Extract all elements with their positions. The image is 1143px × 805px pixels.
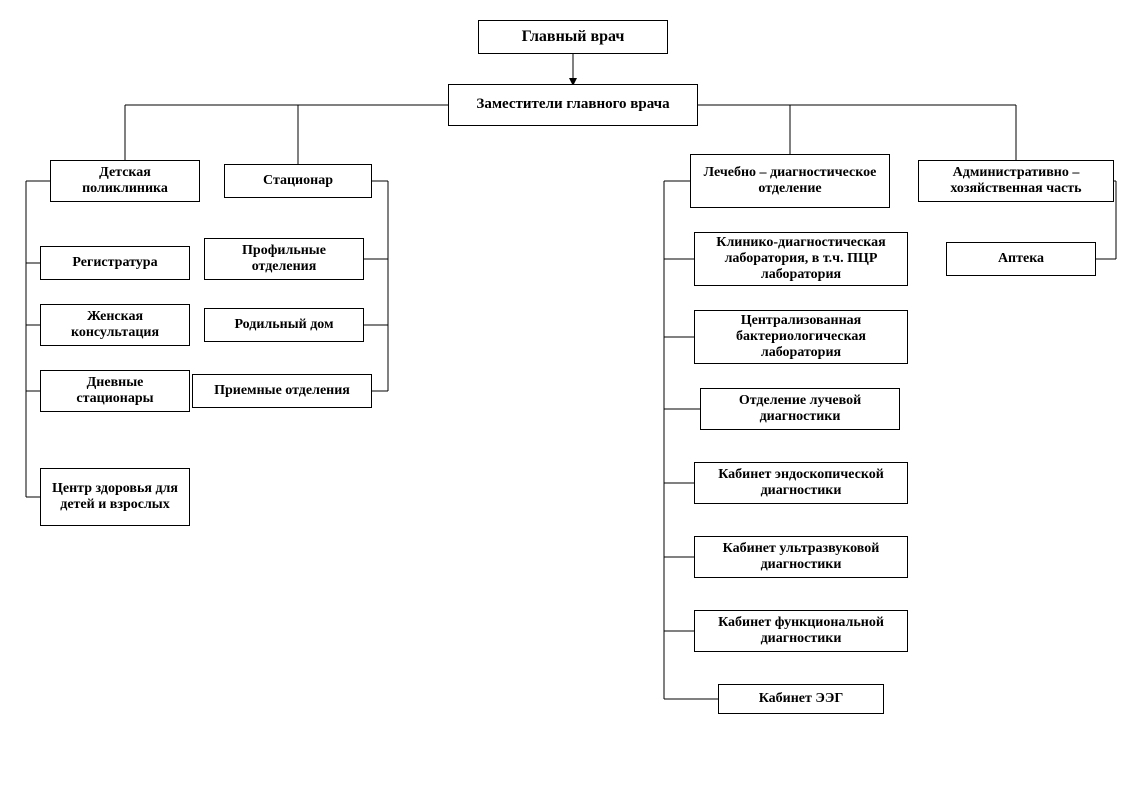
node-functional: Кабинет функциональной диагностики bbox=[694, 610, 908, 652]
node-ultrasound: Кабинет ультразвуковой диагностики bbox=[694, 536, 908, 578]
node-label: Женская консультация bbox=[47, 309, 183, 341]
node-polyclinic: Детская поликлиника bbox=[50, 160, 200, 202]
node-lab_bact: Централизованная бактериологическая лабо… bbox=[694, 310, 908, 364]
node-label: Приемные отделения bbox=[214, 383, 350, 399]
node-chief: Главный врач bbox=[478, 20, 668, 54]
node-label: Профильные отделения bbox=[211, 243, 357, 275]
node-hospital: Стационар bbox=[224, 164, 372, 198]
node-label: Стационар bbox=[263, 173, 333, 189]
node-endoscopy: Кабинет эндоскопической диагностики bbox=[694, 462, 908, 504]
node-radiology: Отделение лучевой диагностики bbox=[700, 388, 900, 430]
node-deputies: Заместители главного врача bbox=[448, 84, 698, 126]
node-reception: Приемные отделения bbox=[192, 374, 372, 408]
node-label: Административно – хозяйственная часть bbox=[925, 165, 1107, 197]
node-wards: Профильные отделения bbox=[204, 238, 364, 280]
node-label: Аптека bbox=[998, 251, 1044, 267]
node-label: Центр здоровья для детей и взрослых bbox=[47, 481, 183, 513]
node-label: Лечебно – диагностическое отделение bbox=[697, 165, 883, 197]
node-daycare: Дневные стационары bbox=[40, 370, 190, 412]
node-label: Клинико-диагностическая лаборатория, в т… bbox=[701, 235, 901, 283]
node-label: Заместители главного врача bbox=[476, 96, 669, 113]
node-label: Кабинет ЭЭГ bbox=[759, 691, 844, 707]
node-label: Главный врач bbox=[522, 28, 625, 46]
node-maternity: Родильный дом bbox=[204, 308, 364, 342]
node-admin: Административно – хозяйственная часть bbox=[918, 160, 1114, 202]
node-label: Детская поликлиника bbox=[57, 165, 193, 197]
node-registry: Регистратура bbox=[40, 246, 190, 280]
node-womens: Женская консультация bbox=[40, 304, 190, 346]
node-label: Кабинет эндоскопической диагностики bbox=[701, 467, 901, 499]
node-label: Дневные стационары bbox=[47, 375, 183, 407]
node-label: Кабинет функциональной диагностики bbox=[701, 615, 901, 647]
node-label: Централизованная бактериологическая лабо… bbox=[701, 313, 901, 361]
node-diagnostic: Лечебно – диагностическое отделение bbox=[690, 154, 890, 208]
org-chart-canvas: Главный врач Заместители главного врача Де… bbox=[0, 0, 1143, 805]
node-label: Кабинет ультразвуковой диагностики bbox=[701, 541, 901, 573]
node-eeg: Кабинет ЭЭГ bbox=[718, 684, 884, 714]
node-lab_pcr: Клинико-диагностическая лаборатория, в т… bbox=[694, 232, 908, 286]
node-label: Регистратура bbox=[72, 255, 157, 271]
node-health_ctr: Центр здоровья для детей и взрослых bbox=[40, 468, 190, 526]
node-pharmacy: Аптека bbox=[946, 242, 1096, 276]
node-label: Родильный дом bbox=[234, 317, 333, 333]
node-label: Отделение лучевой диагностики bbox=[707, 393, 893, 425]
